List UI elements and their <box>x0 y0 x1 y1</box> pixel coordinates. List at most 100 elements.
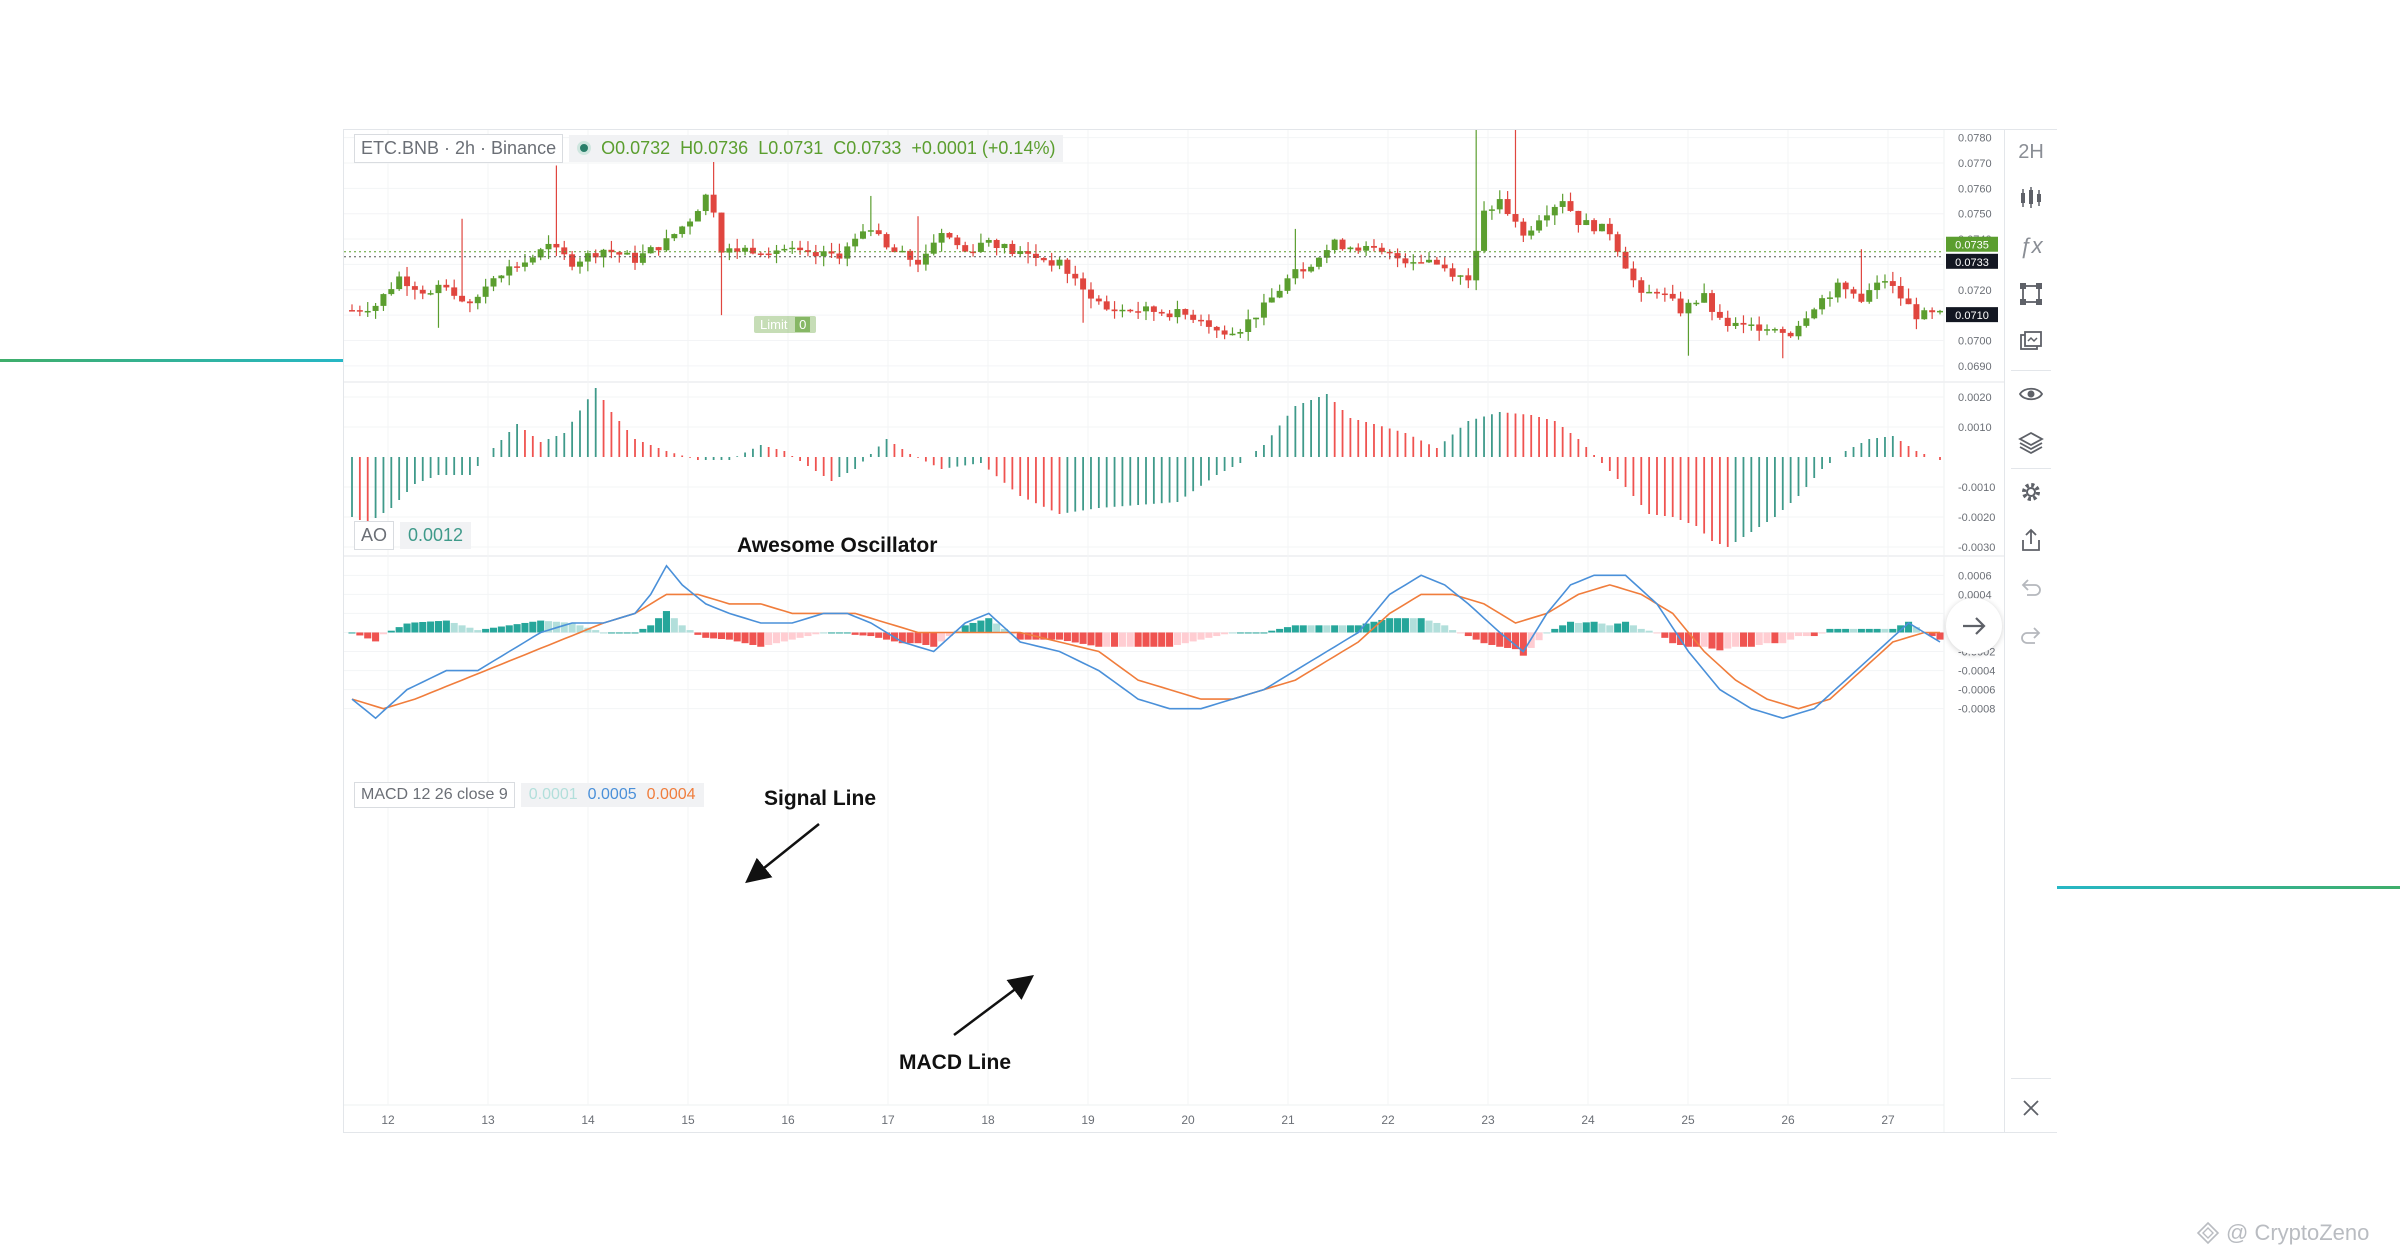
close-button[interactable] <box>2005 1086 2057 1130</box>
macd-histogram-bar <box>1283 627 1292 633</box>
candle-body <box>1339 239 1346 250</box>
macd-histogram-bar <box>1488 632 1496 645</box>
macd-histogram-bar <box>1158 632 1166 647</box>
layers-button[interactable] <box>2005 420 2057 464</box>
candle-body <box>1253 317 1260 320</box>
macd-histogram-bar <box>1842 628 1850 633</box>
chart-canvas[interactable]: 12 13 14 15 16 17 18 19 20 21 22 23 24 25 26 27 0.0780 0.… <box>344 130 2004 1132</box>
macd-histogram-bar <box>1912 627 1920 633</box>
macd-histogram-bar <box>615 632 623 634</box>
candle-body <box>490 278 497 287</box>
macd-histogram-bar <box>1181 632 1189 644</box>
signal-line-arrow <box>745 823 820 884</box>
macd-histogram-bar <box>1873 628 1881 633</box>
y-tick-label: -0.0004 <box>1958 666 1995 678</box>
candle-body <box>1017 251 1024 254</box>
macd-line-annotation: MACD Line <box>899 1051 1011 1074</box>
arrow-right-icon <box>1963 617 1986 635</box>
candle-body <box>1174 309 1181 318</box>
undo-button[interactable] <box>2005 566 2057 610</box>
candle-body <box>1598 223 1605 232</box>
indicators-button[interactable]: ƒx <box>2005 224 2057 268</box>
candle-body <box>1811 309 1818 319</box>
candle-body <box>1284 278 1291 291</box>
macd-histogram-bar <box>662 611 670 633</box>
macd-line-value: 0.0005 <box>587 786 637 803</box>
macd-histogram-bar <box>1095 632 1103 647</box>
macd-histogram-bar <box>1394 618 1402 633</box>
candles-style-button[interactable] <box>2005 176 2057 220</box>
macd-histogram-bar <box>1559 625 1567 633</box>
macd-histogram-bar <box>1543 632 1551 634</box>
macd-histogram-bar <box>938 632 946 642</box>
candle-body <box>569 254 576 267</box>
candle-body <box>537 249 544 258</box>
macd-histogram-bar <box>1834 628 1842 633</box>
ao-legend-name[interactable]: AO <box>354 521 395 550</box>
y-tick-label: 0.0020 <box>1958 392 1992 404</box>
macd-histogram-bar <box>1551 628 1559 633</box>
candle-body <box>734 248 741 252</box>
macd-histogram-bar <box>1197 632 1205 640</box>
share-button[interactable] <box>2005 518 2057 562</box>
redo-button[interactable] <box>2005 614 2057 658</box>
macd-histogram-bar <box>1276 628 1284 633</box>
candle-body <box>1135 311 1142 313</box>
candle-body <box>529 257 536 263</box>
candle-body <box>1001 243 1008 249</box>
candle-body <box>694 211 701 222</box>
macd-histogram-bar <box>607 632 615 634</box>
macd-histogram-bar <box>1299 625 1307 633</box>
candle-body <box>1025 251 1032 254</box>
undo-icon <box>2021 579 2041 596</box>
macd-histogram-bar <box>1732 632 1740 647</box>
candlestick-series <box>344 130 1944 359</box>
fx-icon: ƒx <box>2019 233 2043 258</box>
candle-body <box>1756 324 1763 331</box>
x-tick-label: 25 <box>1681 1113 1695 1127</box>
macd-histogram-bar <box>544 621 553 633</box>
macd-histogram-bar <box>1150 632 1158 647</box>
macd-histogram-bar <box>592 630 600 633</box>
candle-body <box>1127 309 1134 312</box>
candle-body <box>1748 324 1755 326</box>
macd-legend-values: 0.0001 0.0005 0.0004 <box>520 783 704 807</box>
candle-body <box>404 276 411 287</box>
macd-histogram-bar <box>1315 625 1323 633</box>
visibility-button[interactable] <box>2005 372 2057 416</box>
x-tick-label: 13 <box>481 1113 495 1127</box>
macd-histogram-bar <box>1519 632 1527 656</box>
macd-histogram-bar <box>560 622 568 633</box>
macd-histogram-bar <box>655 618 663 633</box>
candle-body <box>584 253 591 262</box>
macd-histogram-bar <box>1637 628 1645 633</box>
interval-button[interactable]: 2H <box>2018 140 2044 163</box>
candle-body <box>1143 306 1149 312</box>
candle-body <box>820 251 827 257</box>
macd-histogram-bar <box>765 632 773 645</box>
macd-histogram-bar <box>403 623 411 633</box>
limit-order-tag[interactable]: Limit 0 <box>754 316 817 333</box>
candle-body <box>1245 319 1252 332</box>
scroll-to-realtime-button[interactable] <box>1946 598 2002 654</box>
candle-body <box>1834 282 1841 298</box>
drawing-rect-button[interactable] <box>2005 272 2057 316</box>
candle-body <box>812 252 819 257</box>
candle-body <box>1638 280 1645 293</box>
candle-body <box>639 253 646 263</box>
macd-legend-name[interactable]: MACD 12 26 close 9 <box>354 782 515 808</box>
macd-histogram-bar <box>576 625 584 633</box>
price-label: 0.0733 <box>1955 257 1989 269</box>
macd-histogram-bar <box>1323 625 1331 633</box>
compare-button[interactable] <box>2005 320 2057 364</box>
macd-histogram-bar <box>1386 618 1394 633</box>
candle-body <box>930 242 937 254</box>
candle-body <box>765 253 772 256</box>
rectangle-tool-icon <box>2020 283 2042 305</box>
macd-histogram-bar <box>1401 618 1409 633</box>
symbol-label[interactable]: ETC.BNB · 2h · Binance <box>354 134 564 163</box>
settings-button[interactable] <box>2005 470 2057 514</box>
candle-body <box>521 262 528 267</box>
macd-histogram-bar <box>1905 621 1913 633</box>
eye-dot-icon[interactable] <box>577 141 592 155</box>
